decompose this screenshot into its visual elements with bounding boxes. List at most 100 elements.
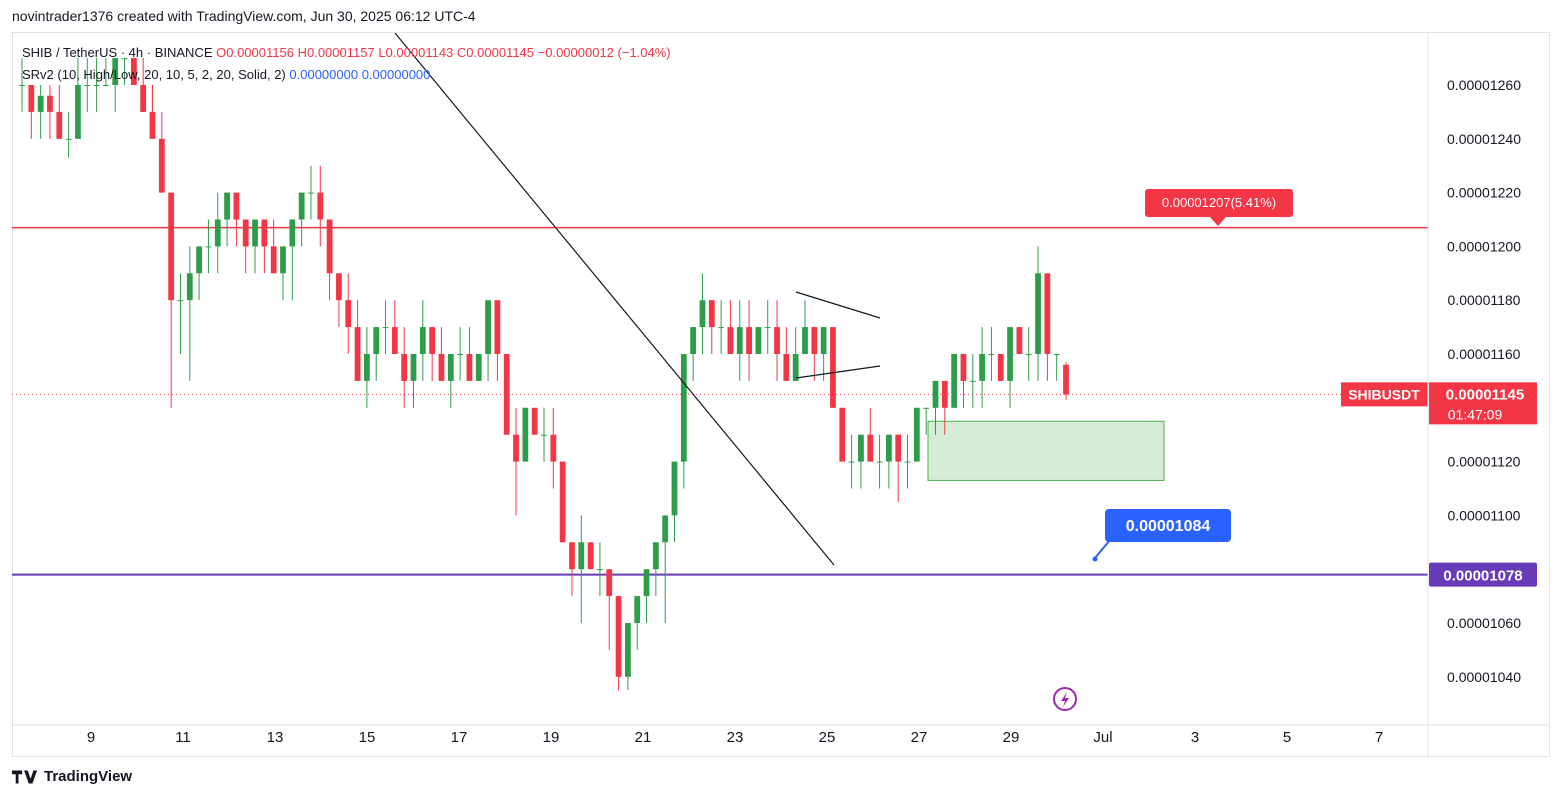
candle-body: [774, 327, 780, 354]
candle: [112, 58, 119, 112]
candle-body: [214, 219, 221, 247]
x-tick-label: Jul: [1093, 729, 1112, 746]
candle-body: [494, 300, 501, 354]
y-tick-label: 0.00001260: [1447, 77, 1521, 93]
candle: [848, 434, 855, 489]
candle-body: [848, 461, 855, 463]
candle-body: [168, 192, 175, 301]
candle: [466, 327, 473, 381]
candle: [205, 219, 212, 274]
candle: [345, 273, 352, 354]
candle-body: [932, 380, 939, 408]
candle: [522, 407, 529, 462]
demand-zone: [927, 420, 1165, 481]
candle: [839, 407, 846, 462]
symbol-tag: SHIBUSDT: [1348, 386, 1420, 402]
candle-body: [708, 300, 715, 328]
candle: [886, 434, 892, 489]
candle: [429, 327, 436, 381]
candle-body: [1025, 354, 1032, 355]
candle-body: [326, 219, 333, 274]
candle: [196, 246, 202, 301]
candle: [177, 273, 184, 354]
candle: [755, 327, 762, 354]
candle: [680, 354, 687, 489]
resistance-label-pointer: [1210, 217, 1226, 226]
candle-body: [680, 354, 687, 462]
candle-body: [960, 354, 967, 381]
candle: [904, 434, 911, 489]
candle-body: [130, 58, 137, 85]
candle-body: [652, 542, 659, 570]
candle-body: [755, 327, 762, 354]
candle: [317, 165, 324, 247]
candle: [587, 542, 594, 570]
x-tick-label: 23: [727, 729, 744, 746]
candle-body: [997, 354, 1004, 381]
candle: [1025, 327, 1032, 381]
candle-body: [466, 354, 473, 381]
candle-body: [298, 192, 305, 220]
candle: [858, 434, 864, 489]
candle-body: [121, 58, 128, 60]
candle-body: [1063, 364, 1069, 395]
candle-body: [690, 327, 697, 354]
candle-body: [867, 434, 874, 462]
candle: [606, 569, 613, 650]
candle: [103, 58, 109, 86]
ohlc-open: O0.00001156: [216, 45, 294, 60]
candle: [1044, 273, 1051, 381]
candle-body: [196, 246, 202, 274]
candle-body: [317, 192, 324, 220]
y-tick-label: 0.00001180: [1448, 292, 1521, 308]
candle: [774, 300, 780, 381]
candle-body: [820, 327, 827, 354]
candle: [494, 300, 501, 381]
candle: [699, 273, 706, 354]
candle: [457, 327, 463, 381]
candle: [625, 623, 631, 691]
candle-body: [923, 407, 930, 409]
candle-body: [112, 58, 119, 85]
candle: [410, 354, 417, 408]
candle-body: [205, 246, 212, 248]
candle-body: [671, 461, 678, 516]
pennant-upper-line: [795, 291, 881, 319]
candle: [531, 407, 538, 435]
last-price-box: [1429, 382, 1537, 425]
candle-body: [643, 569, 650, 597]
candle-body: [1035, 273, 1041, 354]
candle: [438, 327, 445, 381]
tradingview-logo-icon: [12, 770, 38, 783]
x-tick-label: 5: [1283, 729, 1291, 746]
candle: [84, 58, 91, 112]
candle-body: [56, 111, 63, 139]
candle-body: [802, 327, 808, 354]
ohlc-change: −0.00000012 (−1.04%): [537, 45, 671, 60]
candle: [65, 111, 72, 158]
candle-body: [336, 273, 342, 301]
candle: [289, 219, 296, 301]
candle: [233, 192, 240, 247]
candle-body: [988, 354, 995, 355]
candle-body: [252, 219, 258, 247]
candle: [485, 300, 491, 381]
candle: [941, 380, 948, 435]
candle-body: [177, 300, 184, 302]
candle: [690, 327, 697, 381]
candle: [802, 300, 808, 354]
candle: [447, 354, 454, 408]
candle: [280, 246, 286, 301]
candle-body: [531, 407, 538, 435]
pennant-lower-line: [795, 365, 881, 379]
candle-body: [242, 219, 249, 247]
candle-body: [485, 300, 491, 354]
y-tick-label: 0.00001220: [1447, 185, 1521, 201]
candle-body: [979, 354, 985, 381]
callout-pointer: [1094, 539, 1111, 559]
callout-anchor: [1092, 556, 1098, 562]
candle-body: [382, 327, 389, 329]
callout-label: 0.00001084: [1126, 518, 1211, 535]
x-tick-label: 19: [543, 729, 560, 746]
